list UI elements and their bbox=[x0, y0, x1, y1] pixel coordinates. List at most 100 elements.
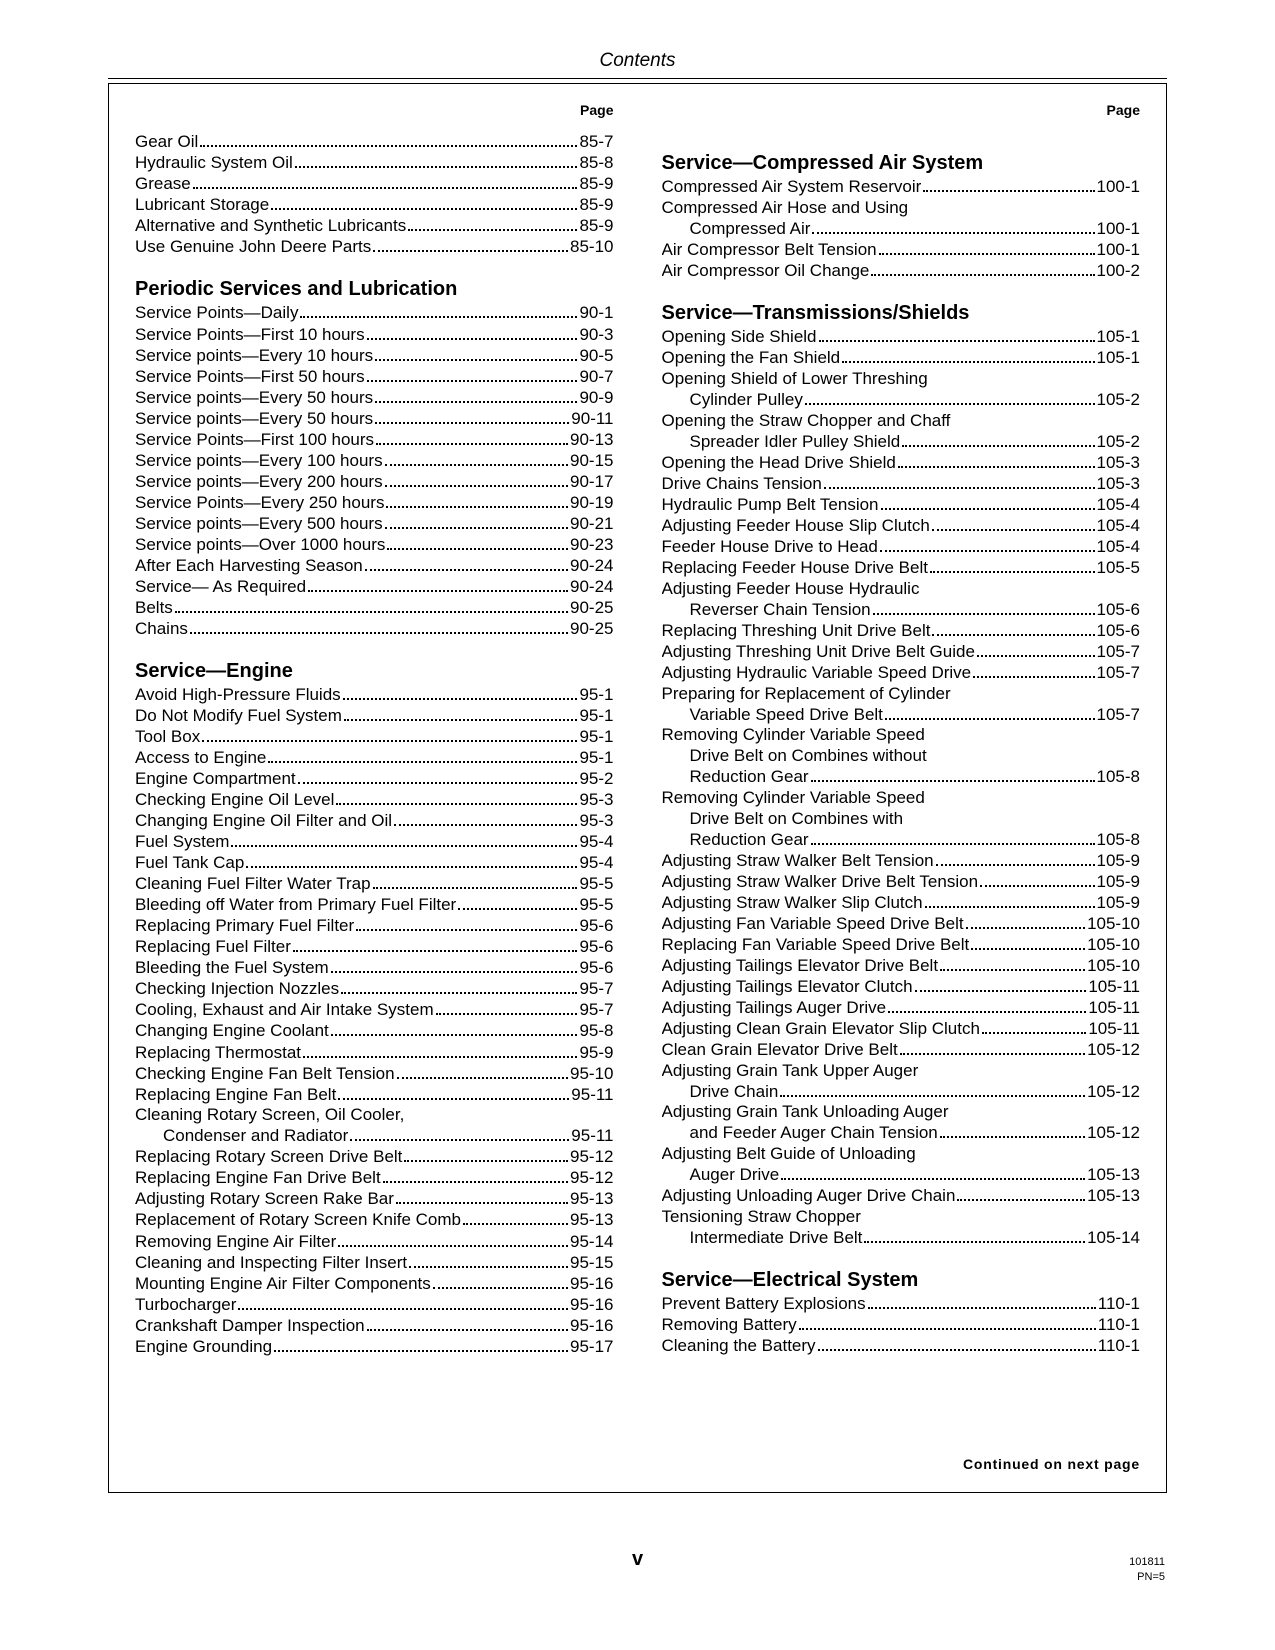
toc-entry-page: 105-5 bbox=[1097, 558, 1140, 579]
toc-entry-label: Compressed Air bbox=[662, 219, 811, 240]
toc-entry-page: 90-9 bbox=[579, 388, 613, 409]
toc-entry-label: Opening Side Shield bbox=[662, 327, 817, 348]
toc-dots bbox=[341, 979, 577, 994]
toc-dots bbox=[367, 1315, 568, 1330]
toc-entry-label: Lubricant Storage bbox=[135, 195, 269, 216]
toc-entry: Adjusting Unloading Auger Drive Chain105… bbox=[662, 1186, 1141, 1207]
toc-entry-page: 105-14 bbox=[1087, 1228, 1140, 1249]
toc-entry-label: Cylinder Pulley bbox=[662, 390, 803, 411]
right-column: Page Service—Compressed Air SystemCompre… bbox=[662, 102, 1141, 1377]
toc-entry: Removing Cylinder Variable Speed bbox=[662, 725, 1141, 746]
toc-entry-label: Cleaning Fuel Filter Water Trap bbox=[135, 874, 371, 895]
toc-entry: Adjusting Straw Walker Belt Tension 105-9 bbox=[662, 850, 1141, 871]
toc-entry: Adjusting Feeder House Hydraulic bbox=[662, 579, 1141, 600]
toc-entry-page: 90-13 bbox=[570, 430, 613, 451]
toc-section-title: Service—Compressed Air System bbox=[662, 152, 1141, 175]
toc-entry: Intermediate Drive Belt105-14 bbox=[662, 1228, 1141, 1249]
toc-entry: Drive Chains Tension105-3 bbox=[662, 473, 1141, 494]
toc-dots bbox=[397, 1063, 568, 1078]
toc-dots bbox=[940, 955, 1085, 970]
toc-entry-page: 105-9 bbox=[1097, 893, 1140, 914]
toc-entry-label: Adjusting Tailings Auger Drive bbox=[662, 998, 887, 1019]
toc-entry: Air Compressor Belt Tension100-1 bbox=[662, 240, 1141, 261]
left-sections: Gear Oil85-7Hydraulic System Oil85-8Grea… bbox=[135, 132, 614, 1357]
toc-dots bbox=[885, 704, 1095, 719]
toc-dots bbox=[971, 934, 1085, 949]
toc-entry-label: Adjusting Tailings Elevator Clutch bbox=[662, 977, 913, 998]
toc-dots bbox=[295, 153, 578, 168]
toc-entry: Drive Belt on Combines without bbox=[662, 746, 1141, 767]
toc-entry: Changing Engine Oil Filter and Oil95-3 bbox=[135, 811, 614, 832]
toc-section-title: Periodic Services and Lubrication bbox=[135, 278, 614, 301]
header-title: Contents bbox=[108, 50, 1167, 78]
toc-entry-page: 105-4 bbox=[1097, 516, 1140, 537]
toc-entry-page: 95-12 bbox=[570, 1168, 613, 1189]
toc-dots bbox=[175, 598, 568, 613]
toc-entry: Opening Shield of Lower Threshing bbox=[662, 369, 1141, 390]
toc-entry: Cooling, Exhaust and Air Intake System95… bbox=[135, 1000, 614, 1021]
toc-entry-label: Cleaning the Battery bbox=[662, 1336, 816, 1357]
toc-dots bbox=[463, 1210, 568, 1225]
toc-dots bbox=[818, 1336, 1096, 1351]
toc-entry-label: Hydraulic System Oil bbox=[135, 153, 293, 174]
toc-dots bbox=[819, 327, 1095, 342]
toc-entry-label: Alternative and Synthetic Lubricants bbox=[135, 216, 406, 237]
toc-entry-label: Gear Oil bbox=[135, 132, 198, 153]
toc-entry-page: 105-4 bbox=[1097, 537, 1140, 558]
toc-entry: Adjusting Belt Guide of Unloading bbox=[662, 1144, 1141, 1165]
toc-entry-page: 90-17 bbox=[570, 472, 613, 493]
toc-entry-label: Reduction Gear bbox=[662, 830, 809, 851]
toc-dots bbox=[973, 662, 1094, 677]
toc-entry: Checking Injection Nozzles95-7 bbox=[135, 979, 614, 1000]
toc-dots bbox=[864, 1228, 1085, 1243]
toc-dots bbox=[799, 1315, 1096, 1330]
toc-entry-label: Cleaning and Inspecting Filter Insert bbox=[135, 1253, 407, 1274]
toc-dots bbox=[293, 937, 578, 952]
toc-entry-page: 90-24 bbox=[570, 556, 613, 577]
toc-entry: Hydraulic Pump Belt Tension105-4 bbox=[662, 495, 1141, 516]
header-rule bbox=[108, 78, 1167, 79]
toc-entry: Replacing Primary Fuel Filter95-6 bbox=[135, 916, 614, 937]
toc-entry: Replacing Fan Variable Speed Drive Belt1… bbox=[662, 934, 1141, 955]
toc-dots bbox=[842, 348, 1094, 363]
toc-entry-label: Adjusting Straw Walker Belt Tension bbox=[662, 851, 934, 872]
toc-section: Service—Transmissions/ShieldsOpening Sid… bbox=[662, 302, 1141, 1249]
toc-entry-page: 95-4 bbox=[579, 853, 613, 874]
toc-entry-label: Removing Cylinder Variable Speed bbox=[662, 725, 925, 746]
toc-entry-page: 85-7 bbox=[579, 132, 613, 153]
toc-entry-label: Fuel System bbox=[135, 832, 229, 853]
toc-entry-label: Cleaning Rotary Screen, Oil Cooler, bbox=[135, 1105, 404, 1126]
content-box: Page Gear Oil85-7Hydraulic System Oil85-… bbox=[108, 83, 1167, 1493]
toc-dots bbox=[923, 177, 1094, 192]
toc-section: Service—Electrical SystemPrevent Battery… bbox=[662, 1269, 1141, 1357]
toc-entry: Changing Engine Coolant95-8 bbox=[135, 1021, 614, 1042]
toc-entry: Crankshaft Damper Inspection95-16 bbox=[135, 1315, 614, 1336]
toc-entry-label: Belts bbox=[135, 598, 173, 619]
toc-entry: Removing Engine Air Filter95-14 bbox=[135, 1231, 614, 1252]
toc-entry: Turbocharger95-16 bbox=[135, 1294, 614, 1315]
toc-entry: Grease85-9 bbox=[135, 174, 614, 195]
toc-entry-page: 105-11 bbox=[1088, 1019, 1140, 1040]
toc-entry-page: 90-21 bbox=[570, 514, 613, 535]
toc-dots bbox=[331, 958, 578, 973]
page-container: Contents Page Gear Oil85-7Hydraulic Syst… bbox=[108, 50, 1167, 1493]
toc-dots bbox=[915, 976, 1087, 991]
toc-entry-page: 95-7 bbox=[579, 1000, 613, 1021]
toc-dots bbox=[365, 556, 568, 571]
toc-entry: Service points—Every 500 hours90-21 bbox=[135, 514, 614, 535]
toc-entry-page: 95-5 bbox=[579, 874, 613, 895]
toc-entry: Replacing Engine Fan Belt95-11 bbox=[135, 1084, 614, 1105]
toc-dots bbox=[387, 535, 568, 550]
continued-label: Continued on next page bbox=[963, 1456, 1140, 1472]
toc-entry-label: Engine Grounding bbox=[135, 1337, 272, 1358]
toc-entry-label: Service Points—First 50 hours bbox=[135, 367, 365, 388]
toc-entry-label: Use Genuine John Deere Parts bbox=[135, 237, 371, 258]
toc-entry-page: 105-9 bbox=[1097, 851, 1140, 872]
toc-section-title: Service—Engine bbox=[135, 660, 614, 683]
toc-dots bbox=[977, 641, 1095, 656]
toc-dots bbox=[190, 619, 568, 634]
toc-dots bbox=[376, 429, 568, 444]
toc-entry-page: 95-17 bbox=[570, 1337, 613, 1358]
toc-entry: Adjusting Hydraulic Variable Speed Drive… bbox=[662, 662, 1141, 683]
toc-dots bbox=[193, 174, 578, 189]
